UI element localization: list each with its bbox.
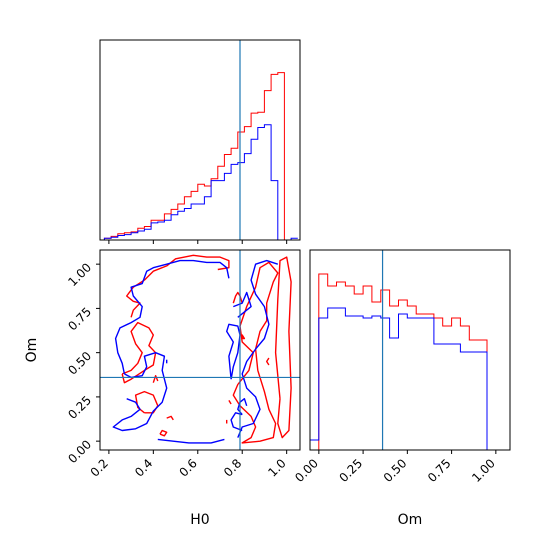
contour-1-line-7: [233, 291, 252, 318]
contour-0-line-12: [228, 400, 232, 405]
contour-0-line-7: [241, 334, 246, 340]
contour-0-line-8: [274, 256, 292, 439]
contour-0-line-10: [266, 357, 270, 366]
x-axis-label-om: Om: [398, 512, 423, 528]
histogram-h0: [103, 72, 298, 241]
y-ticks-om: 0.00 0.25 0.50 0.75 1.00: [65, 260, 100, 466]
contour-1-line-6: [237, 398, 248, 416]
contour-0-line-13: [232, 291, 243, 304]
contour-0-line-4: [166, 415, 174, 421]
contour-1-line-3: [157, 438, 225, 444]
om-x-tick-label-3: 0.75: [425, 456, 454, 485]
h0-tick-label-0: 0.2: [88, 456, 111, 479]
axes-frame-h0-marginal: [99, 39, 301, 241]
om-tick-label-0: 0.00: [65, 437, 94, 466]
h0-tick-label-1: 0.4: [132, 456, 155, 479]
om-x-tick-label-1: 0.25: [336, 456, 365, 485]
om-x-tick-label-4: 1.00: [469, 456, 498, 485]
x-axis-label-h0: H0: [190, 512, 209, 528]
panel-joint-h0-om: 0.2 0.4 0.6 0.8 1.0 0.000.250.500.751.00 H0 …: [24, 249, 301, 528]
contours-joint: [112, 254, 292, 444]
contour-0-line-6: [152, 375, 159, 383]
y-axis-label-om: Om: [24, 338, 40, 363]
panel-marginal-h0: [99, 39, 301, 244]
contour-0-line-9: [232, 261, 279, 444]
contour-1-line-4: [237, 259, 279, 438]
om-tick-label-4: 1.00: [65, 260, 94, 289]
contour-0-line-0: [121, 321, 157, 384]
contour-0-line-5: [159, 429, 168, 437]
panel-marginal-om: 0.00 0.25 0.50 0.75 1.00 Om: [292, 249, 511, 528]
om-x-tick-label-0: 0.00: [292, 456, 321, 485]
om-tick-label-1: 0.25: [65, 393, 94, 422]
contour-1-line-5: [225, 323, 241, 380]
contour-1-line-0: [112, 352, 168, 432]
h0-tick-label-2: 0.6: [176, 456, 199, 479]
contour-1-line-1: [114, 259, 230, 375]
om-tick-label-3: 0.75: [65, 305, 94, 334]
histogram-om-series-1: [310, 307, 505, 451]
axes-frame-om-marginal: [309, 249, 511, 451]
h0-tick-label-3: 0.8: [221, 456, 244, 479]
axes-frame-joint: [99, 249, 301, 451]
x-ticks-h0-marginal: [108, 240, 288, 244]
h0-tick-label-4: 1.0: [265, 456, 288, 479]
om-x-tick-label-2: 0.50: [381, 456, 410, 485]
histogram-series-0: [103, 72, 298, 241]
x-ticks-h0: 0.2 0.4 0.6 0.8 1.0: [88, 450, 289, 480]
contour-0-line-1: [143, 254, 230, 281]
histogram-om-series-0: [310, 273, 505, 451]
histogram-series-1: [103, 124, 298, 241]
x-ticks-om: 0.00 0.25 0.50 0.75 1.00: [292, 450, 498, 485]
histogram-om: [310, 273, 505, 451]
contour-1-line-8: [230, 412, 243, 432]
om-tick-label-2: 0.50: [65, 349, 94, 378]
